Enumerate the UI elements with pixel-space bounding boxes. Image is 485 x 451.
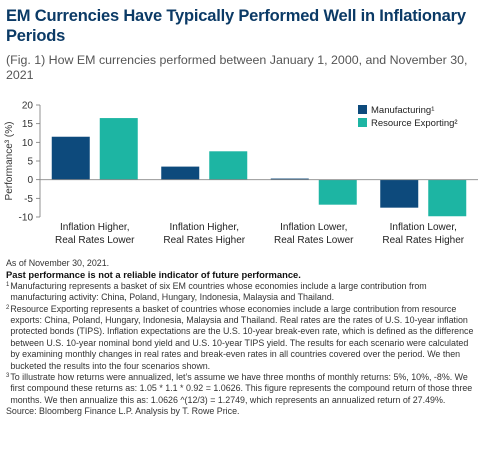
footnote-3-text: To illustrate how returns were annualize… bbox=[10, 372, 473, 405]
footnotes: As of November 30, 2021. Past performanc… bbox=[6, 258, 480, 418]
bar-manufacturing bbox=[380, 179, 419, 208]
as-of-note: As of November 30, 2021. bbox=[6, 258, 110, 268]
footnote-1: 1 Manufacturing represents a basket of s… bbox=[6, 281, 480, 304]
y-axis-label: Performance³ (%) bbox=[4, 122, 15, 201]
x-category-label: Inflation Lower, bbox=[280, 222, 347, 233]
bar-manufacturing bbox=[270, 178, 309, 180]
x-category-label: Real Rates Higher bbox=[163, 235, 245, 246]
x-category-label: Inflation Lower, bbox=[390, 222, 457, 233]
footnote-1-mark: 1 bbox=[6, 281, 10, 288]
legend-label: Resource Exporting² bbox=[371, 118, 458, 129]
x-category-label: Real Rates Higher bbox=[382, 235, 464, 246]
footnote-2: 2 Resource Exporting represents a basket… bbox=[6, 304, 480, 372]
bar-manufacturing bbox=[51, 136, 90, 180]
bar-manufacturing bbox=[161, 166, 200, 180]
source-note: Source: Bloomberg Finance L.P. Analysis … bbox=[6, 406, 240, 417]
chart-subtitle: (Fig. 1) How EM currencies performed bet… bbox=[6, 53, 468, 82]
legend-swatch bbox=[358, 118, 367, 127]
y-tick-label: 20 bbox=[22, 101, 34, 112]
x-category-label: Real Rates Lower bbox=[55, 235, 135, 246]
bar-chart: Performance³ (%) 20 15 10 5 0 -5 -10 Inflation H… bbox=[4, 101, 478, 246]
footnote-3: 3 To illustrate how returns were annuali… bbox=[6, 372, 480, 406]
y-tick-label: 10 bbox=[22, 138, 34, 149]
footnote-1-text: Manufacturing represents a basket of six… bbox=[10, 280, 427, 303]
legend-swatch bbox=[358, 105, 367, 114]
x-category-label: Inflation Higher, bbox=[60, 222, 130, 233]
bar-resource-exporting bbox=[99, 118, 138, 180]
bar-resource-exporting bbox=[209, 151, 248, 180]
footnote-2-mark: 2 bbox=[6, 304, 10, 311]
footnote-3-mark: 3 bbox=[6, 373, 10, 380]
chart-title: EM Currencies Have Typically Performed W… bbox=[6, 7, 466, 45]
y-tick-label: -5 bbox=[24, 194, 33, 205]
performance-disclaimer: Past performance is not a reliable indic… bbox=[6, 269, 301, 281]
y-tick-label: 5 bbox=[27, 157, 33, 168]
footnote-2-text: Resource Exporting represents a basket o… bbox=[10, 303, 474, 371]
y-tick-label: 15 bbox=[22, 119, 34, 130]
x-category-label: Inflation Higher, bbox=[170, 222, 240, 233]
y-tick-label: 0 bbox=[27, 175, 33, 186]
bar-resource-exporting bbox=[428, 179, 467, 217]
y-tick-label: -10 bbox=[19, 213, 34, 224]
legend-label: Manufacturing¹ bbox=[371, 105, 434, 116]
x-category-label: Real Rates Lower bbox=[274, 235, 354, 246]
bar-resource-exporting bbox=[318, 179, 357, 205]
